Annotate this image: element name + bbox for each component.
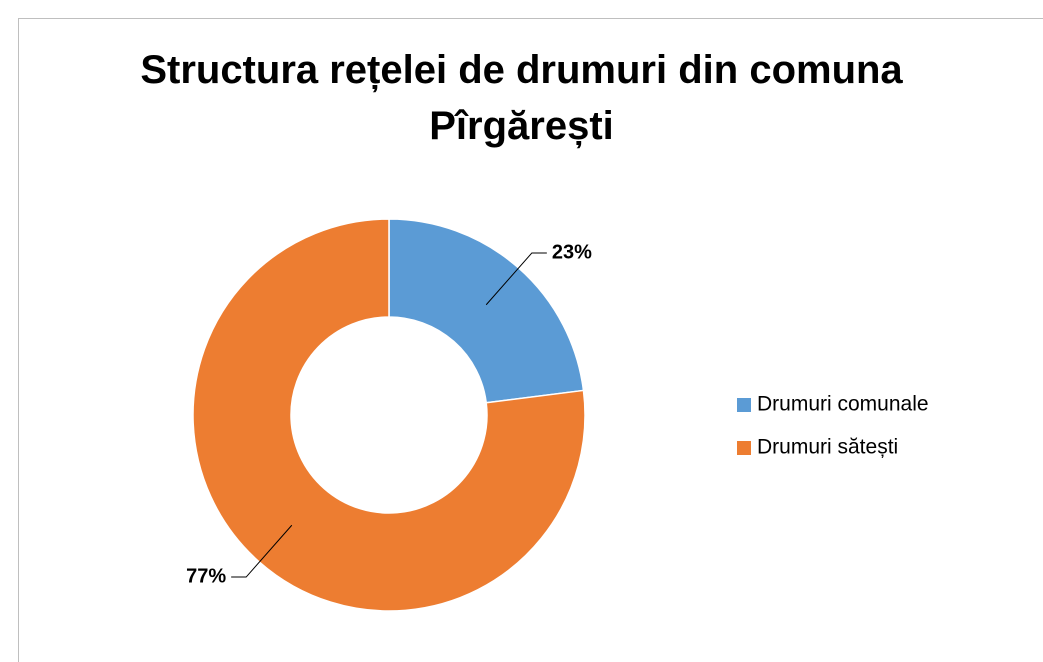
legend-label: Drumuri sătești xyxy=(757,436,898,459)
data-label: 77% xyxy=(186,565,226,587)
leader-line xyxy=(231,524,293,578)
chart-title: Structura rețelei de drumuri din comuna … xyxy=(140,48,903,148)
legend-swatch xyxy=(737,441,751,455)
legend-swatch xyxy=(737,398,751,412)
legend-label: Drumuri comunale xyxy=(757,393,929,416)
data-label: 23% xyxy=(552,241,592,263)
title-box: Structura rețelei de drumuri din comuna … xyxy=(0,42,1043,154)
frame xyxy=(18,18,1043,662)
leader-line xyxy=(485,252,547,306)
donut-slice xyxy=(388,218,585,404)
donut-slice xyxy=(192,218,586,612)
